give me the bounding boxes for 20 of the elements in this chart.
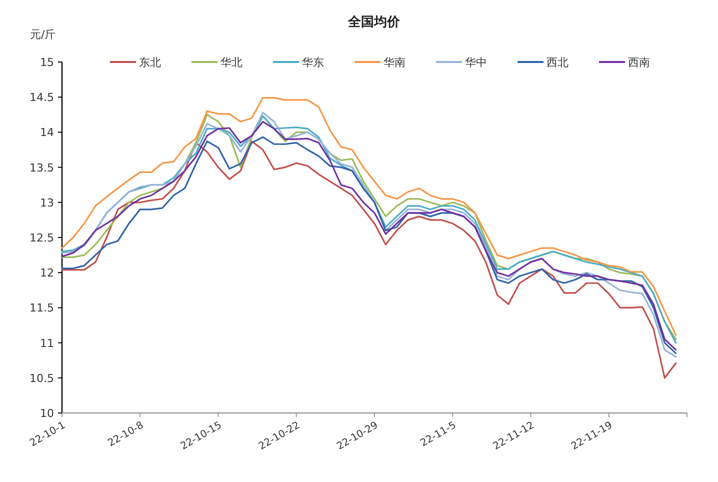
y-tick-label: 14 [40,126,54,140]
y-tick-label: 10 [40,407,54,420]
y-tick-label: 15 [40,56,54,69]
legend-label: 西北 [546,56,568,69]
y-tick-label: 10.5 [30,372,54,385]
y-tick-label: 12.5 [30,232,54,244]
legend-label: 西南 [628,56,650,69]
legend-label: 华北 [220,56,242,69]
legend-label: 华中 [465,56,487,69]
y-tick-label: 11.5 [30,302,54,315]
legend-label: 华东 [302,56,324,69]
y-tick-label: 13 [40,196,54,210]
y-axis-title: 元/斤 [30,28,56,41]
chart-title: 全国均价 [347,15,401,30]
legend-label: 东北 [139,56,161,69]
y-tick-label: 14.5 [30,91,54,104]
y-tick-label: 13.5 [30,161,54,174]
y-tick-label: 12 [40,266,54,280]
legend-label: 华南 [384,56,406,69]
y-tick-label: 11 [40,336,54,350]
